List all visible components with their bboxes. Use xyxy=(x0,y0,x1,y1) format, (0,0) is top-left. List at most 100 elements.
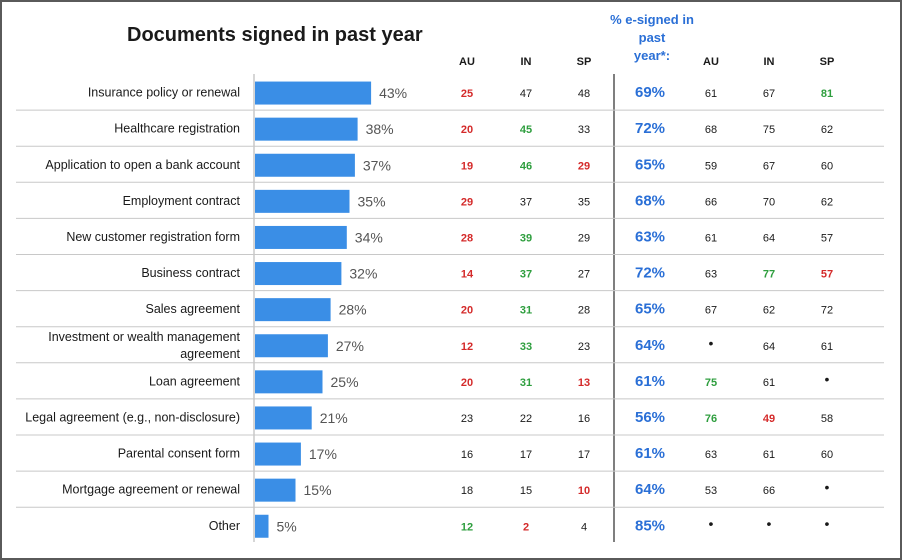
category-label: Legal agreement (e.g., non-disclosure) xyxy=(25,410,240,424)
signed-country-value: 29 xyxy=(578,160,590,172)
signed-country-value: 35 xyxy=(578,196,590,208)
signed-country-value: 2 xyxy=(523,521,529,533)
esigned-country-value: 81 xyxy=(821,88,833,100)
esigned-pct: 72% xyxy=(635,265,665,282)
esigned-pct: 63% xyxy=(635,228,665,245)
country-headers-esigned: AU IN SP xyxy=(703,56,834,68)
category-label: Application to open a bank account xyxy=(45,158,240,172)
esigned-country-value: • xyxy=(709,515,714,531)
esigned-country-value: 61 xyxy=(705,88,717,100)
bar-value-label: 43% xyxy=(379,85,407,101)
esigned-country-value: 49 xyxy=(763,413,775,425)
esigned-country-value: 60 xyxy=(821,449,833,461)
signed-country-value: 27 xyxy=(578,269,590,281)
esigned-country-value: 70 xyxy=(763,196,775,208)
esigned-country-value: 64 xyxy=(763,341,775,353)
chart-title: Documents signed in past year xyxy=(127,24,423,46)
signed-country-value: 16 xyxy=(461,449,473,461)
signed-country-value: 28 xyxy=(461,232,473,244)
signed-country-value: 37 xyxy=(520,196,532,208)
country-header: AU xyxy=(459,56,475,68)
signed-country-value: 13 xyxy=(578,377,590,389)
esigned-country-value: 64 xyxy=(763,232,775,244)
chart-rows: Insurance policy or renewal 43% 25 47 48 69% 6… xyxy=(16,81,884,538)
bar xyxy=(255,81,372,105)
esigned-country-value: 60 xyxy=(821,160,833,172)
bar xyxy=(255,298,331,322)
signed-country-value: 22 xyxy=(520,413,532,425)
signed-country-value: 19 xyxy=(461,160,473,172)
esigned-country-value: 67 xyxy=(763,160,775,172)
bar xyxy=(255,406,312,430)
bar-value-label: 37% xyxy=(363,157,391,173)
category-label: Mortgage agreement or renewal xyxy=(62,483,240,497)
country-header: SP xyxy=(577,56,592,68)
bar xyxy=(255,514,269,538)
country-header: SP xyxy=(820,56,835,68)
bar-value-label: 32% xyxy=(349,266,377,282)
signed-country-value: 16 xyxy=(578,413,590,425)
signed-country-value: 14 xyxy=(461,269,474,281)
bar-value-label: 34% xyxy=(355,229,383,245)
bar-value-label: 25% xyxy=(331,374,359,390)
signed-country-value: 31 xyxy=(520,305,532,317)
esigned-country-value: 61 xyxy=(821,341,833,353)
esigned-country-value: • xyxy=(825,479,830,495)
signed-country-value: 45 xyxy=(520,124,532,136)
esigned-pct: 56% xyxy=(635,409,665,426)
signed-country-value: 20 xyxy=(461,377,473,389)
country-header: IN xyxy=(521,56,532,68)
signed-country-value: 47 xyxy=(520,88,532,100)
esigned-pct: 72% xyxy=(635,120,665,137)
signed-country-value: 31 xyxy=(520,377,532,389)
bar xyxy=(255,117,358,141)
esigned-country-value: 59 xyxy=(705,160,717,172)
category-label: Insurance policy or renewal xyxy=(88,86,240,100)
bar-value-label: 17% xyxy=(309,446,337,462)
signed-country-value: 4 xyxy=(581,521,587,533)
country-header: IN xyxy=(764,56,775,68)
esigned-pct: 85% xyxy=(635,517,665,534)
category-label: Healthcare registration xyxy=(114,122,240,136)
signed-country-value: 18 xyxy=(461,485,473,497)
esigned-country-value: 75 xyxy=(763,124,775,136)
esigned-country-value: 63 xyxy=(705,269,717,281)
esigned-country-value: 66 xyxy=(705,196,717,208)
bar-value-label: 5% xyxy=(277,518,297,534)
signed-country-value: 17 xyxy=(578,449,590,461)
esigned-country-value: 62 xyxy=(821,124,833,136)
category-label: Investment or wealth management xyxy=(48,330,240,344)
bar-value-label: 35% xyxy=(358,193,386,209)
bar xyxy=(255,225,347,249)
signed-country-value: 37 xyxy=(520,269,532,281)
category-label: agreement xyxy=(180,347,240,361)
country-headers-signed: AU IN SP xyxy=(459,56,591,68)
signed-country-value: 12 xyxy=(461,341,473,353)
esigned-country-value: • xyxy=(767,515,772,531)
esigned-country-value: 53 xyxy=(705,485,717,497)
bar xyxy=(255,370,323,394)
signed-country-value: 15 xyxy=(520,485,532,497)
esigned-country-value: 67 xyxy=(763,88,775,100)
esigned-pct: 69% xyxy=(635,84,665,101)
signed-country-value: 28 xyxy=(578,305,590,317)
bar xyxy=(255,334,328,358)
esign-header-line: year*: xyxy=(634,48,670,63)
category-label: Employment contract xyxy=(123,194,241,208)
category-label: Business contract xyxy=(141,266,240,280)
bar xyxy=(255,262,342,286)
bar-value-label: 27% xyxy=(336,338,364,354)
bar-value-label: 28% xyxy=(339,302,367,318)
signed-country-value: 25 xyxy=(461,88,473,100)
esigned-country-value: 58 xyxy=(821,413,833,425)
signed-country-value: 33 xyxy=(520,341,532,353)
signed-country-value: 48 xyxy=(578,88,590,100)
signed-country-value: 29 xyxy=(461,196,473,208)
esign-header-line: past xyxy=(639,30,666,45)
country-header: AU xyxy=(703,56,719,68)
esigned-country-value: 68 xyxy=(705,124,717,136)
esigned-country-value: • xyxy=(825,371,830,387)
esigned-pct: 61% xyxy=(635,445,665,462)
